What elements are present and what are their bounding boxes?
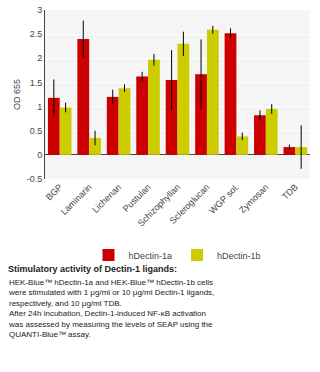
svg-text:3: 3	[37, 5, 42, 15]
svg-text:Stimulatory activity of Dectin: Stimulatory activity of Dectin-1 ligands…	[8, 264, 177, 274]
svg-text:0: 0	[37, 150, 42, 160]
svg-text:BGP: BGP	[44, 182, 65, 203]
svg-text:Schizophyllan: Schizophyllan	[136, 182, 182, 228]
svg-text:Pustulan: Pustulan	[121, 182, 153, 214]
svg-text:-0.5: -0.5	[27, 174, 43, 184]
svg-text:0.5: 0.5	[30, 126, 43, 136]
svg-text:Scleroglucan: Scleroglucan	[168, 182, 212, 226]
svg-text:OD 655: OD 655	[12, 79, 22, 110]
svg-text:2.5: 2.5	[30, 29, 43, 39]
svg-text:hDectin-1a: hDectin-1a	[129, 251, 173, 261]
svg-text:Laminarin: Laminarin	[59, 182, 94, 217]
svg-text:WGP sol.: WGP sol.	[207, 182, 241, 216]
svg-text:1: 1	[37, 102, 42, 112]
svg-text:2: 2	[37, 53, 42, 63]
svg-text:Lichenan: Lichenan	[90, 182, 123, 215]
svg-text:Zymosan: Zymosan	[237, 182, 270, 215]
svg-text:TDB: TDB	[280, 182, 300, 202]
svg-text:HEK-Blue™ hDectin-1a and HEK-B: HEK-Blue™ hDectin-1a and HEK-Blue™ hDect…	[8, 278, 214, 339]
svg-text:1.5: 1.5	[30, 78, 43, 88]
svg-text:hDectin-1b: hDectin-1b	[217, 251, 261, 261]
